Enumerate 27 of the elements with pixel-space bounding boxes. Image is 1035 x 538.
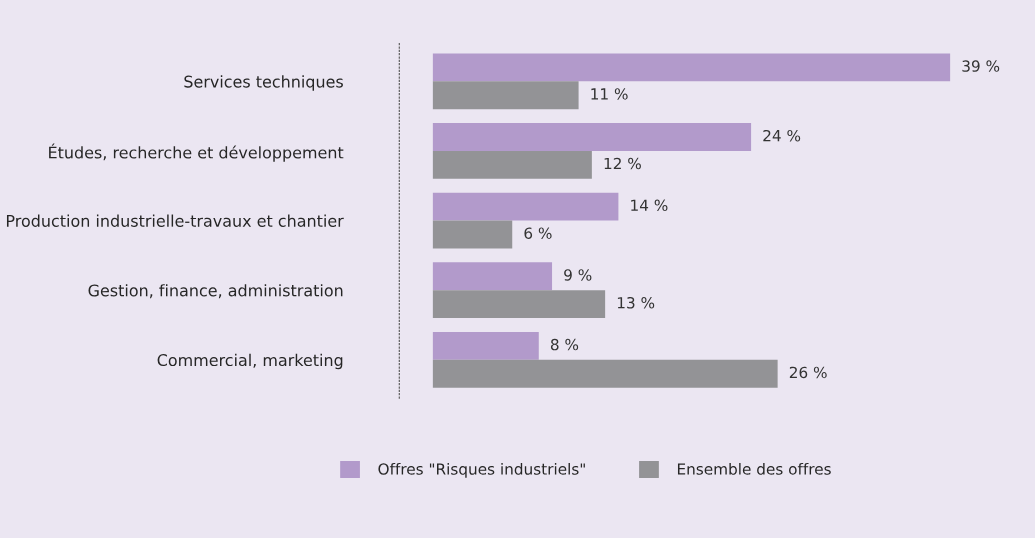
bar bbox=[432, 53, 951, 82]
bar bbox=[432, 192, 619, 221]
y-tick-label: Production industrielle-travaux et chantier bbox=[6, 214, 344, 227]
bar bbox=[432, 81, 579, 110]
data-label: 11 % bbox=[591, 88, 628, 100]
data-label: 24 % bbox=[763, 129, 801, 142]
data-label: 9 % bbox=[564, 269, 592, 281]
y-tick-label: Commercial, marketing bbox=[157, 353, 343, 370]
y-tick-label: Gestion, finance, administration bbox=[88, 284, 343, 299]
data-label: 14 % bbox=[631, 199, 668, 212]
bar bbox=[432, 220, 513, 249]
bar bbox=[432, 123, 752, 151]
data-label: 6 % bbox=[524, 227, 552, 239]
y-tick-label: Études, recherche et développement bbox=[49, 143, 344, 162]
bar bbox=[432, 290, 606, 319]
bar bbox=[432, 331, 539, 360]
data-label: 13 % bbox=[617, 297, 655, 309]
bar bbox=[432, 359, 778, 388]
bar bbox=[432, 150, 592, 179]
y-tick-label: Services techniques bbox=[184, 75, 343, 91]
bar bbox=[432, 262, 553, 291]
legend-label: Ensemble des offres bbox=[677, 462, 831, 475]
data-label: 12 % bbox=[604, 157, 641, 170]
data-label: 8 % bbox=[550, 338, 579, 351]
data-label: 39 % bbox=[962, 60, 1000, 72]
legend-label: Offres "Risques industriels" bbox=[378, 462, 585, 478]
data-label: 26 % bbox=[789, 366, 827, 379]
